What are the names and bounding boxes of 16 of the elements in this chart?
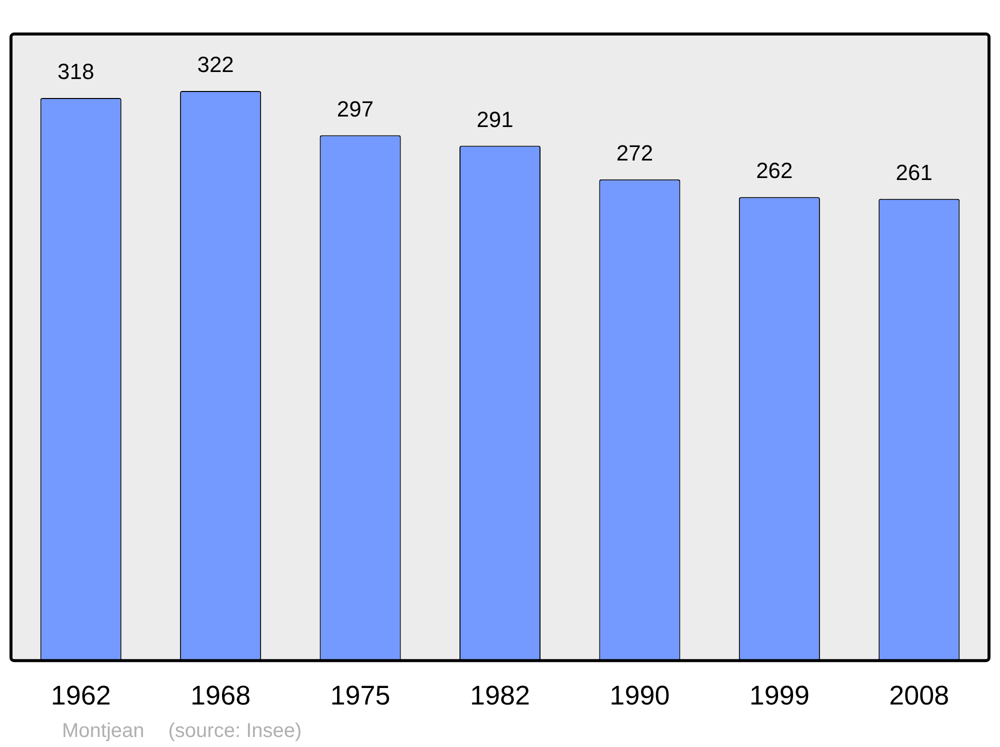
data-label: 322 bbox=[197, 52, 234, 78]
data-label: 297 bbox=[336, 96, 374, 122]
data-label: 261 bbox=[896, 160, 932, 185]
text: (source: Insee) bbox=[168, 720, 302, 742]
data-label: 272 bbox=[616, 140, 654, 166]
text: Montjean bbox=[62, 720, 144, 742]
x-tick-label: 1990 bbox=[610, 680, 670, 710]
data-label: 318 bbox=[58, 59, 94, 84]
x-tick-label: 1999 bbox=[749, 680, 810, 710]
x-tick-label: 1968 bbox=[190, 680, 251, 710]
x-tick-label: 1982 bbox=[470, 680, 530, 710]
x-tick-label: 1962 bbox=[50, 680, 111, 710]
x-tick-label: 2008 bbox=[889, 680, 950, 710]
data-label: 262 bbox=[756, 158, 793, 184]
x-tick-label: 1975 bbox=[330, 680, 390, 710]
data-label: 291 bbox=[476, 106, 514, 132]
